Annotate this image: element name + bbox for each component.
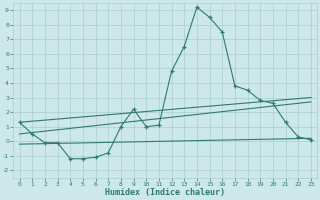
- X-axis label: Humidex (Indice chaleur): Humidex (Indice chaleur): [105, 188, 225, 197]
